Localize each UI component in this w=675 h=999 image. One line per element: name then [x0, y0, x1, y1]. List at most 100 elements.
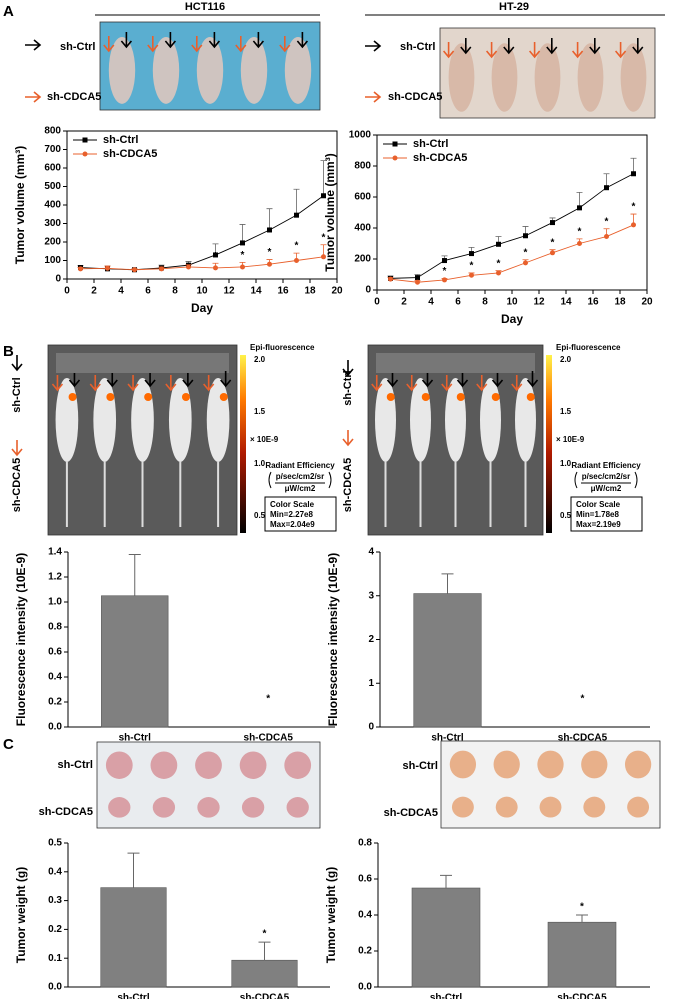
- tumor: [495, 796, 518, 818]
- arrow: [51, 375, 64, 392]
- x-tick-label: 14: [250, 286, 262, 297]
- marker: [496, 241, 501, 247]
- arrow: [191, 36, 203, 53]
- significance: *: [241, 250, 245, 261]
- legend-label: sh-CDCA5: [103, 148, 157, 160]
- error-bar: [127, 852, 140, 888]
- arrow: [279, 36, 291, 53]
- y-tick-label: 3: [368, 590, 374, 601]
- y-tick-label: 200: [44, 237, 61, 248]
- x-tick-label: 2: [401, 297, 407, 308]
- arrow: [164, 32, 177, 49]
- signal: [526, 393, 535, 401]
- mouse: [448, 43, 475, 112]
- colorbar-tick: 2.0: [560, 355, 572, 364]
- y-tick-label: 800: [354, 161, 371, 172]
- significance: *: [581, 694, 585, 705]
- marker: [186, 264, 191, 270]
- colorbar-title: Epi-fluorescence: [250, 343, 315, 352]
- legend-label: sh-Ctrl: [413, 138, 448, 150]
- tumor: [284, 751, 312, 779]
- tumor: [241, 797, 265, 818]
- y-tick-label: 800: [44, 126, 61, 137]
- arrow: [371, 375, 383, 392]
- x-tick-label: 20: [331, 286, 343, 297]
- colorbar-tick: 1.5: [560, 407, 572, 416]
- error-bar: [239, 224, 246, 243]
- error-bar: [441, 573, 454, 594]
- y-tick-label: 0.4: [48, 866, 62, 877]
- marker: [294, 212, 299, 218]
- significance: *: [443, 266, 447, 277]
- marker: [496, 270, 501, 276]
- significance: *: [263, 929, 267, 940]
- x-tick-label: 12: [223, 286, 235, 297]
- y-tick-label: 1: [368, 678, 374, 689]
- colorbar-unit: μW/cm2: [591, 484, 622, 493]
- marker: [294, 258, 299, 263]
- tumor: [449, 750, 477, 779]
- arrow: [491, 371, 504, 388]
- arrow: [25, 91, 42, 103]
- x-tick-label: 8: [172, 286, 178, 297]
- colorbar-multiplier: × 10E-9: [250, 435, 279, 444]
- arrow: [342, 430, 354, 447]
- arrow: [165, 375, 177, 392]
- y-tick-label: 0.8: [48, 622, 62, 633]
- tumor: [537, 750, 564, 779]
- marker: [267, 261, 272, 267]
- marker: [321, 193, 326, 199]
- tumor: [583, 796, 606, 818]
- mouse: [534, 43, 561, 112]
- marker: [159, 266, 164, 272]
- signal: [68, 393, 77, 401]
- mouse: [93, 378, 117, 462]
- arrow: [632, 38, 644, 55]
- mouse: [577, 43, 604, 112]
- tumor: [627, 796, 650, 818]
- y-tick-label: 1000: [349, 130, 372, 141]
- y-tick-label: 100: [44, 255, 61, 266]
- marker: [631, 171, 636, 177]
- marker: [604, 234, 609, 240]
- mouse: [410, 378, 431, 462]
- y-tick-label: 0: [55, 274, 61, 285]
- y-tick-label: 700: [44, 144, 61, 155]
- y-tick-label: 1.4: [48, 547, 62, 558]
- marker: [631, 222, 636, 228]
- marker: [213, 265, 218, 271]
- tumor: [451, 796, 474, 818]
- colorbar-unit: p/sec/cm2/sr: [276, 472, 324, 481]
- arrow: [421, 371, 434, 388]
- colorbar: [240, 355, 246, 533]
- colorbar: [546, 355, 552, 533]
- arrow: [235, 36, 247, 53]
- y-tick-label: 0.0: [48, 722, 62, 733]
- signal: [144, 393, 153, 401]
- x-tick-label: sh-CDCA5: [558, 733, 608, 744]
- arrow: [103, 36, 115, 53]
- colorbar-title: Epi-fluorescence: [556, 343, 621, 352]
- y-tick-label: 0.4: [358, 910, 372, 921]
- group-label: sh-Ctrl: [60, 41, 95, 53]
- x-tick-label: 4: [118, 286, 124, 297]
- mouse: [168, 378, 192, 462]
- x-tick-label: 20: [641, 297, 653, 308]
- group-label: sh-Ctrl: [342, 370, 354, 405]
- mouse: [196, 36, 224, 104]
- arrow: [441, 375, 453, 392]
- cell-line: HCT116: [185, 1, 225, 13]
- y-tick-label: 600: [44, 163, 61, 174]
- x-tick-label: 8: [482, 297, 488, 308]
- group-label: sh-Ctrl: [400, 41, 435, 53]
- paren: [268, 471, 332, 489]
- mouse: [480, 378, 501, 462]
- y-tick-label: 0.2: [358, 946, 372, 957]
- arrow: [127, 375, 139, 392]
- panel-label: A: [3, 3, 14, 20]
- colorbar-tick: 1.5: [254, 407, 266, 416]
- significance: *: [605, 216, 609, 227]
- y-tick-label: 600: [354, 192, 371, 203]
- arrow: [511, 375, 523, 392]
- y-axis-label: Tumor volume (mm³): [323, 153, 337, 271]
